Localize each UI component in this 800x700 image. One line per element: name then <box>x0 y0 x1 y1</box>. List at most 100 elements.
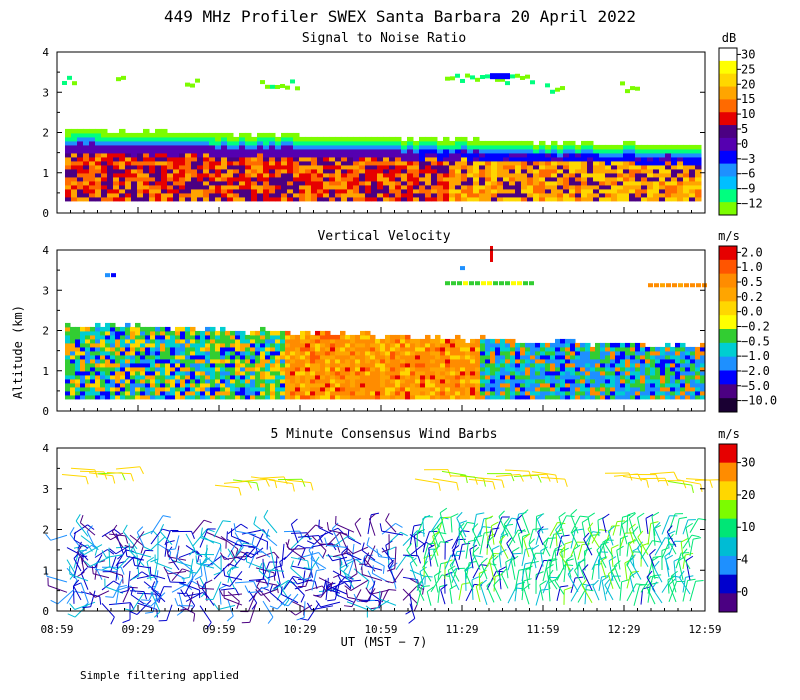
wind-barb-flag <box>433 545 441 551</box>
wind-barb-flag <box>294 586 303 590</box>
velocity-cell <box>330 382 336 388</box>
snr-cell <box>401 156 408 162</box>
snr-cell <box>275 85 280 90</box>
wind-barb-flag <box>76 545 83 553</box>
velocity-cell <box>680 350 686 356</box>
velocity-cell <box>415 362 421 368</box>
wind-barb-flag <box>154 611 161 618</box>
snr-cell <box>329 176 336 182</box>
snr-cell <box>155 144 162 150</box>
velocity-cell <box>585 382 591 388</box>
velocity-cell <box>675 342 681 348</box>
velocity-cell <box>570 370 576 376</box>
wind-barb-flag <box>218 588 224 597</box>
colorbar-swatch <box>719 189 737 203</box>
snr-cell <box>305 156 312 162</box>
wind-barb <box>132 592 145 611</box>
velocity-cell <box>295 378 301 384</box>
velocity-cell <box>575 378 581 384</box>
y-tick-label: 3 <box>42 86 49 99</box>
snr-cell <box>161 176 168 182</box>
velocity-cell <box>165 330 171 336</box>
velocity-cell <box>260 354 266 360</box>
velocity-cell <box>165 358 171 364</box>
snr-cell <box>335 176 342 182</box>
velocity-cell <box>695 350 701 356</box>
wind-barb-flag <box>140 545 144 554</box>
snr-cell <box>305 196 312 202</box>
snr-cell <box>587 152 594 158</box>
snr-cell <box>167 144 174 150</box>
snr-cell <box>347 188 354 194</box>
wind-barb <box>402 530 418 546</box>
velocity-cell <box>420 386 426 392</box>
velocity-cell <box>660 358 666 364</box>
velocity-cell <box>290 378 296 384</box>
velocity-cell <box>215 350 221 356</box>
snr-cell <box>641 164 648 170</box>
velocity-cell <box>400 346 406 352</box>
snr-cell <box>533 156 540 162</box>
velocity-cell <box>355 390 361 396</box>
wind-barb <box>556 586 561 601</box>
velocity-cell <box>290 390 296 396</box>
snr-cell <box>593 188 600 194</box>
velocity-cell <box>510 378 516 384</box>
snr-cell <box>71 144 78 150</box>
velocity-cell <box>130 330 136 336</box>
velocity-cell <box>270 390 276 396</box>
velocity-cell <box>480 366 486 372</box>
wind-barb-flag <box>365 605 373 612</box>
snr-cell <box>305 148 312 154</box>
snr-cell <box>605 160 612 166</box>
snr-cell <box>221 148 228 154</box>
snr-cell <box>460 78 465 83</box>
velocity-cell <box>85 354 91 360</box>
velocity-cell <box>95 390 101 396</box>
wind-barb <box>479 518 485 536</box>
velocity-cell <box>325 350 331 356</box>
snr-cell <box>677 180 684 186</box>
snr-cell <box>311 148 318 154</box>
snr-cell <box>203 144 210 150</box>
snr-cell <box>119 188 126 194</box>
velocity-cell <box>285 370 291 376</box>
snr-cell <box>131 156 138 162</box>
velocity-cell <box>135 374 141 380</box>
velocity-cell <box>80 378 86 384</box>
velocity-cell <box>400 354 406 360</box>
velocity-cell <box>465 382 471 388</box>
wind-barb <box>314 532 327 545</box>
velocity-cell <box>290 338 296 344</box>
velocity-cell <box>490 342 496 348</box>
snr-cell <box>563 176 570 182</box>
snr-cell <box>689 168 696 174</box>
wind-barb <box>548 576 558 590</box>
snr-cell <box>239 196 246 202</box>
velocity-cell <box>350 350 356 356</box>
velocity-cell <box>460 338 466 344</box>
velocity-cell <box>415 394 421 400</box>
velocity-cell <box>510 354 516 360</box>
velocity-cell <box>280 370 286 376</box>
snr-cell <box>353 168 360 174</box>
velocity-cell <box>235 378 241 384</box>
snr-cell <box>95 164 102 170</box>
snr-cell <box>473 164 480 170</box>
snr-cell <box>371 148 378 154</box>
velocity-cell <box>70 350 76 356</box>
velocity-cell <box>245 334 251 340</box>
velocity-cell <box>410 362 416 368</box>
snr-cell <box>299 136 306 142</box>
velocity-cell <box>245 362 251 368</box>
velocity-cell <box>355 374 361 380</box>
velocity-cell <box>463 281 468 286</box>
snr-cell <box>131 144 138 150</box>
snr-cell <box>185 176 192 182</box>
snr-cell <box>395 140 402 146</box>
velocity-cell <box>150 386 156 392</box>
velocity-cell <box>220 346 226 352</box>
snr-cell <box>257 160 264 166</box>
velocity-cell <box>575 342 581 348</box>
snr-cell <box>419 164 426 170</box>
